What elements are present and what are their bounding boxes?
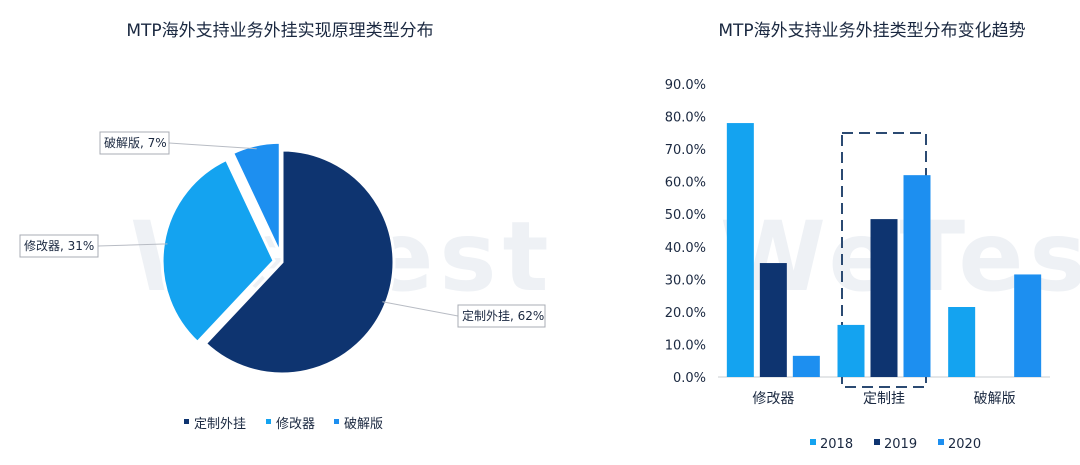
pie-legend-label-3: 破解版 [344,417,383,432]
bar-legend-label-2020: 2020 [948,437,981,452]
bar-legend-label-2019: 2019 [884,437,917,452]
pie-label-2: 修改器, 31% [24,238,94,253]
pie-slice-3 [230,140,282,255]
y-tick-label: 10.0% [665,338,706,353]
bar-2018-3 [948,307,976,377]
pie-legend: 定制外挂 修改器 破解版 [184,417,383,432]
bar-legend-label-2018: 2018 [820,437,853,452]
bar-2019-1 [759,263,787,377]
y-tick-label: 0.0% [673,371,706,386]
y-tick-label: 40.0% [665,241,706,256]
y-tick-label: 80.0% [665,111,706,126]
pie-legend-marker-2 [266,419,271,424]
bar-legend-marker-2018 [810,439,816,445]
pie-callouts: 定制外挂, 62% 修改器, 31% 破解版, 7% [19,131,546,328]
pie-legend-label-1: 定制外挂 [194,417,246,432]
y-tick-label: 90.0% [665,78,706,93]
y-tick-label: 20.0% [665,306,706,321]
bar-2020-2 [903,175,931,377]
pie-slice-1 [203,148,396,376]
x-category-label: 修改器 [752,391,794,407]
y-tick-label: 30.0% [665,273,706,288]
bar-2018-1 [726,123,754,377]
pie-label-3: 破解版, 7% [104,135,167,150]
pie-title: MTP海外支持业务外挂实现原理类型分布 [126,21,433,41]
pie-legend-marker-3 [334,419,339,424]
pie-slices [160,140,396,376]
pie-callout-line-2 [97,243,168,247]
pie-label-1: 定制外挂, 62% [462,308,544,323]
bar-2018-2 [837,324,865,377]
pie-callout-line-1 [382,301,459,317]
bar-title: MTP海外支持业务外挂类型分布变化趋势 [718,21,1025,41]
y-tick-label: 50.0% [665,208,706,223]
pie-callout-box-2 [19,234,99,258]
bar-legend-marker-2019 [874,439,880,445]
pie-callout-box-3 [99,131,170,155]
bars [726,123,1042,377]
pie-legend-label-2: 修改器 [276,417,315,432]
bar-2019-2 [870,219,898,377]
pie-legend-marker-1 [184,419,189,424]
y-tick-label: 60.0% [665,176,706,191]
x-category-label: 定制挂 [863,391,905,407]
bar-categories: 修改器 定制挂 破解版 [752,391,1015,407]
pie-callout-line-3 [168,142,257,150]
bar-legend: 2018 2019 2020 [810,437,981,452]
pie-slice-2 [160,157,276,345]
x-category-label: 破解版 [974,391,1016,407]
pie-callout-box-1 [457,304,546,328]
bar-2020-3 [1014,274,1042,377]
y-tick-label: 70.0% [665,143,706,158]
bar-2020-1 [792,355,820,377]
bar-legend-marker-2020 [938,439,944,445]
